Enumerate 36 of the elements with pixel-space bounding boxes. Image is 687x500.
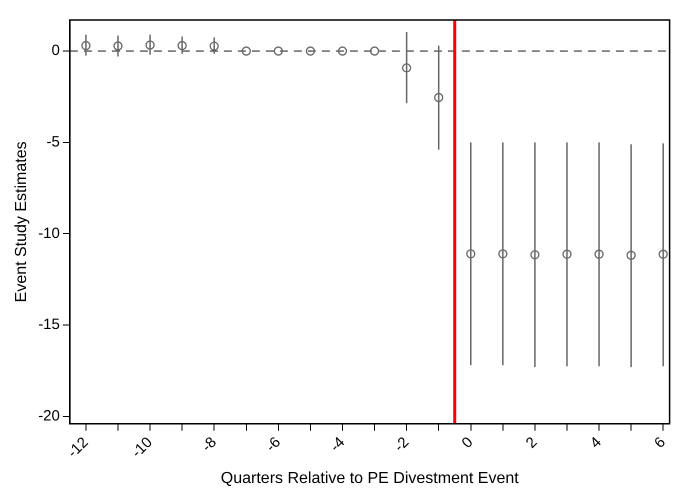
- point: [594, 250, 604, 259]
- point: [177, 40, 187, 50]
- point: [81, 40, 91, 50]
- point: [434, 92, 444, 102]
- point: [145, 40, 155, 50]
- x-tick-label: -4: [326, 434, 348, 456]
- point: [210, 41, 219, 51]
- y-tick-label: -5: [46, 134, 60, 151]
- x-tick-label: 4: [586, 434, 605, 452]
- y-tick-label: -20: [38, 408, 60, 425]
- x-axis-title: Quarters Relative to PE Divestment Event: [220, 470, 520, 487]
- point: [562, 250, 572, 259]
- point: [402, 63, 412, 73]
- point: [370, 46, 380, 56]
- x-tick-label: 0: [458, 434, 477, 452]
- point: [306, 46, 316, 56]
- x-tick-label: -2: [390, 434, 412, 456]
- y-tick-label: -15: [38, 316, 60, 334]
- point: [274, 46, 283, 56]
- x-tick-label: 2: [522, 434, 541, 452]
- x-tick-label: 6: [651, 434, 669, 452]
- point: [658, 250, 668, 259]
- point: [530, 250, 540, 260]
- point: [113, 41, 123, 51]
- x-tick-label: -10: [128, 434, 156, 462]
- point: [626, 250, 636, 260]
- x-tick-label: -6: [262, 434, 284, 456]
- y-axis-title: Event Study Estimates: [13, 141, 30, 302]
- y-tick-label: 0: [52, 42, 60, 60]
- point: [242, 46, 251, 56]
- x-tick-label: -8: [198, 434, 220, 456]
- y-tick-label: -10: [38, 224, 60, 242]
- point: [466, 249, 476, 258]
- point: [498, 249, 508, 258]
- x-tick-label: -12: [64, 434, 92, 462]
- point: [338, 46, 348, 56]
